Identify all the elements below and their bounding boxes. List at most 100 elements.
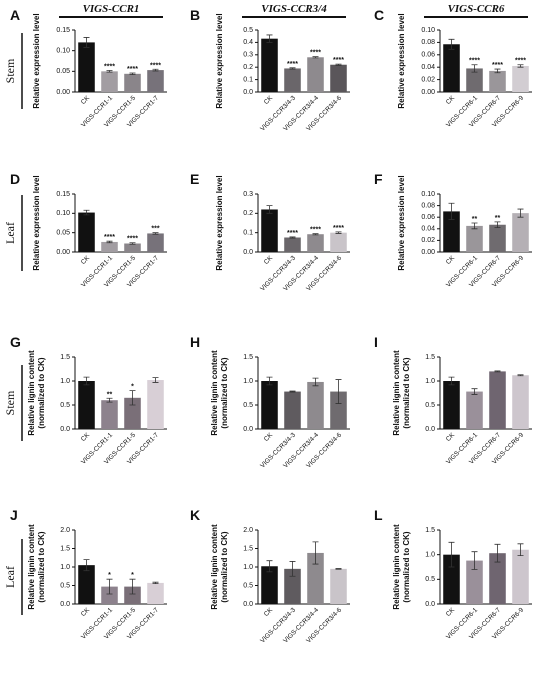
panel-letter: A <box>10 7 20 23</box>
y-tick-label: 0.0 <box>243 89 253 96</box>
panel: I Relative lignin content (normalized to C… <box>374 334 532 466</box>
y-tick-label: 0.08 <box>421 202 435 209</box>
bar <box>78 42 95 92</box>
panel: J Relative lignin content (normalized to C… <box>10 507 167 641</box>
x-tick-label: CK <box>80 431 92 443</box>
x-tick-label: CK <box>80 606 92 618</box>
bar <box>147 380 164 429</box>
y-tick-label: 0.02 <box>421 76 435 83</box>
panel: F Relative expression level 0.00 0.02 0.04 0.… <box>374 171 532 289</box>
bar <box>443 44 460 92</box>
x-tick-label: CK <box>445 94 457 106</box>
y-tick-label: 0.3 <box>243 191 253 198</box>
bar <box>307 552 324 604</box>
significance-label: *** <box>151 226 159 233</box>
y-tick-label: 2.0 <box>243 527 253 534</box>
bar <box>489 371 506 429</box>
bar <box>261 38 278 92</box>
significance-label: * <box>131 384 134 391</box>
bar <box>466 68 483 92</box>
error-bar <box>129 72 136 76</box>
y-tick-label: 0.04 <box>421 226 435 233</box>
x-tick-label: CK <box>80 254 92 266</box>
error-bar <box>106 70 113 73</box>
bar <box>261 381 278 429</box>
y-tick-label: 1.5 <box>425 354 435 361</box>
significance-label: **** <box>310 227 321 234</box>
error-bar <box>517 208 524 218</box>
error-bar <box>266 560 273 573</box>
y-axis-label: Relative expression level <box>32 13 41 108</box>
bar <box>284 68 301 92</box>
y-tick-label: 0.0 <box>425 426 435 433</box>
y-tick-label: 0.10 <box>56 48 70 55</box>
error-bar <box>448 38 455 50</box>
y-tick-label: 0.00 <box>421 249 435 256</box>
y-tick-label: 0.5 <box>60 582 70 589</box>
y-tick-label: 0.1 <box>243 76 253 83</box>
panel-letter: F <box>374 171 383 187</box>
bar <box>261 209 278 252</box>
significance-label: * <box>131 572 134 579</box>
error-bar <box>312 541 319 565</box>
bar <box>466 560 483 604</box>
significance-label: * <box>108 572 111 579</box>
significance-label: **** <box>150 62 161 69</box>
significance-label: **** <box>492 62 503 69</box>
bar <box>489 70 506 92</box>
y-axis-label: Relative expression level <box>215 175 224 270</box>
y-axis-label: (normalized to CK) <box>220 357 229 428</box>
x-tick-label: CK <box>445 254 457 266</box>
y-tick-label: 0.06 <box>421 52 435 59</box>
x-tick-label: CK <box>445 606 457 618</box>
bar <box>284 391 301 429</box>
bar <box>101 71 118 92</box>
y-tick-label: 0.0 <box>243 249 253 256</box>
row-label: Leaf <box>3 222 17 244</box>
y-tick-label: 0.00 <box>56 249 70 256</box>
y-tick-label: 0.10 <box>421 27 435 34</box>
y-tick-label: 0.10 <box>421 191 435 198</box>
y-tick-label: 0.0 <box>243 601 253 608</box>
column-title: VIGS-CCR6 <box>448 3 505 15</box>
bar <box>307 234 324 252</box>
error-bar <box>312 56 319 59</box>
y-axis-label: Relative expression level <box>397 175 406 270</box>
error-bar <box>517 543 524 557</box>
panel: B Relative expression level 0.0 0.1 0.2 0.3 0.… <box>190 7 350 133</box>
panel: G Relative lignin content (normalized to C… <box>10 334 167 466</box>
y-axis-label: (normalized to CK) <box>37 531 46 602</box>
y-tick-label: 1.0 <box>243 378 253 385</box>
significance-label: **** <box>287 230 298 237</box>
bar <box>261 566 278 604</box>
y-tick-label: 0.0 <box>243 426 253 433</box>
error-bar <box>266 205 273 214</box>
error-bar <box>129 578 136 595</box>
error-bar <box>83 376 90 386</box>
y-tick-label: 0.10 <box>56 210 70 217</box>
error-bar <box>335 63 342 66</box>
panel: L Relative lignin content (normalized to C… <box>374 507 532 641</box>
error-bar <box>266 34 273 43</box>
error-bar <box>494 68 501 74</box>
bar <box>307 57 324 92</box>
x-tick-label: CK <box>445 431 457 443</box>
y-axis-label: (normalized to CK) <box>37 357 46 428</box>
error-bar <box>106 240 113 244</box>
y-tick-label: 0.0 <box>60 601 70 608</box>
significance-label: **** <box>333 57 344 64</box>
column-title: VIGS-CCR1 <box>83 3 140 15</box>
y-tick-label: 0.00 <box>421 89 435 96</box>
panel-letter: D <box>10 171 20 187</box>
y-tick-label: 2.0 <box>60 527 70 534</box>
bar <box>443 381 460 429</box>
error-bar <box>335 568 342 570</box>
panel: C Relative expression level 0.00 0.02 0.04 0.… <box>374 7 532 129</box>
error-bar <box>129 390 136 406</box>
y-tick-label: 0.02 <box>421 237 435 244</box>
panel-letter: G <box>10 334 21 350</box>
error-bar <box>335 231 342 234</box>
panel: D Relative expression level 0.00 0.05 0.10 0.… <box>10 171 167 289</box>
significance-label: ** <box>472 216 478 223</box>
